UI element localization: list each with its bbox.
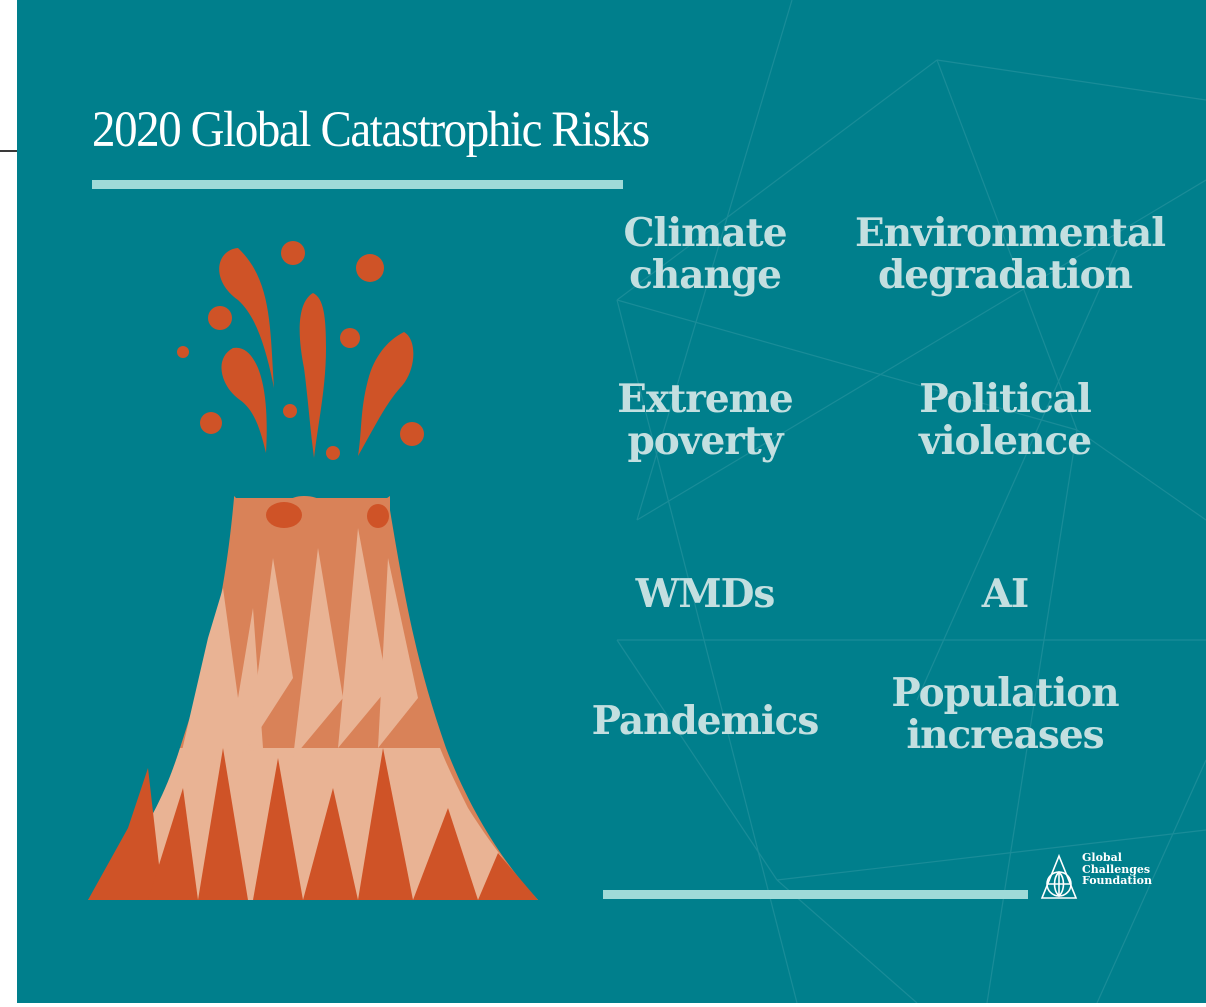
- risk-item-line: Political: [919, 376, 1092, 422]
- lava-streaks: [88, 748, 538, 900]
- lava-drop: [326, 446, 340, 460]
- lava-splash: [221, 347, 267, 453]
- risk-item-line: Climate: [623, 210, 787, 256]
- risk-item-line: Environmental: [855, 210, 1166, 256]
- logo-wordmark: Global Challenges Foundation: [1082, 852, 1152, 887]
- risk-item-ai: AI: [855, 573, 1155, 615]
- risk-item-population-increases: Population increases: [855, 672, 1155, 756]
- logo-text-line: Global: [1082, 851, 1122, 864]
- risk-item-line: WMDs: [635, 571, 776, 617]
- bottom-accent-bar: [603, 890, 1028, 899]
- risk-item-line: Pandemics: [591, 698, 820, 744]
- lava-drop: [177, 346, 189, 358]
- crater-lava: [266, 502, 389, 528]
- volcano-illustration: [88, 241, 538, 900]
- background-network-lines: [616, 0, 1206, 1003]
- logo-text-line: Challenges: [1082, 862, 1151, 876]
- lava-drop: [340, 328, 360, 348]
- page-title: 2020 Global Catastrophic Risks: [92, 102, 650, 158]
- risk-item-climate-change: Climate change: [555, 212, 855, 296]
- lava-drop: [283, 404, 297, 418]
- risk-item-line: violence: [918, 418, 1092, 465]
- risk-item-line: change: [629, 252, 782, 299]
- lava-drop: [400, 422, 424, 446]
- lava-drop: [356, 254, 384, 282]
- volcano-highlights: [88, 528, 538, 900]
- risk-item-line: degradation: [878, 252, 1133, 299]
- risk-item-line: Population: [891, 670, 1119, 716]
- risk-item-line: AI: [981, 571, 1030, 617]
- lava-drop: [281, 241, 305, 265]
- globe-triangle-logo-icon: [1040, 853, 1078, 899]
- lava-drop: [200, 412, 222, 434]
- risk-item-line: poverty: [627, 418, 784, 465]
- risk-item-line: increases: [906, 712, 1104, 759]
- lava-splash: [299, 293, 326, 458]
- lava-drop: [208, 306, 232, 330]
- logo-text-line: Foundation: [1082, 874, 1152, 888]
- lava-splash: [358, 332, 414, 456]
- risk-item-environmental-degradation: Environmental degradation: [855, 210, 1166, 299]
- risk-item-line: Extreme: [617, 376, 793, 422]
- risk-item-extreme-poverty: Extreme poverty: [555, 378, 855, 462]
- lava-splash: [219, 248, 274, 388]
- title-underline: [92, 180, 623, 189]
- risk-item-wmds: WMDs: [555, 573, 855, 615]
- risk-item-pandemics: Pandemics: [555, 700, 855, 742]
- risk-item-political-violence: Political violence: [855, 378, 1155, 462]
- global-challenges-foundation-logo: Global Challenges Foundation: [1040, 850, 1152, 905]
